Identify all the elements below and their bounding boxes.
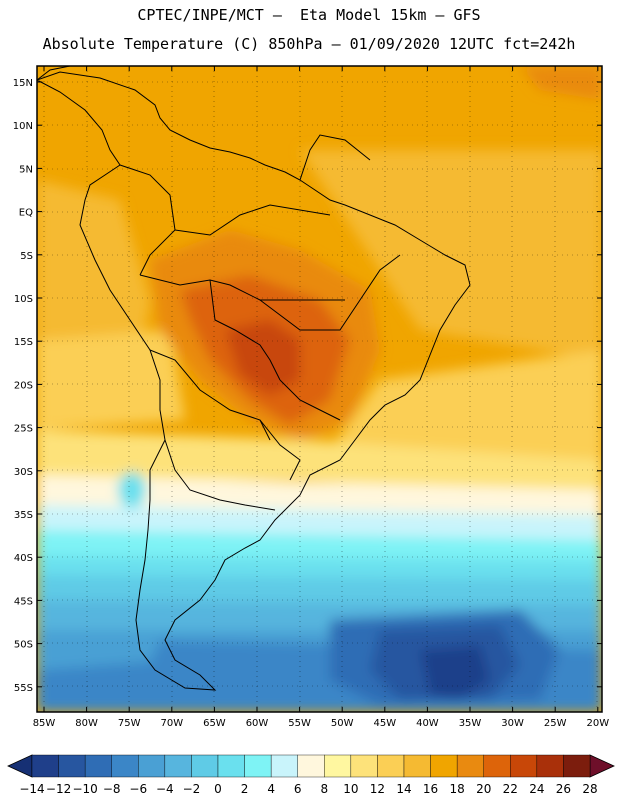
colorbar-label: 28: [582, 782, 597, 796]
lat-label: 10N: [13, 121, 33, 132]
colorbar-label: 10: [343, 782, 358, 796]
lat-label: EQ: [19, 208, 33, 219]
colorbar-swatch: [536, 754, 564, 778]
lon-label: 70W: [160, 718, 183, 729]
lon-label: 80W: [75, 718, 98, 729]
lon-label: 75W: [118, 718, 141, 729]
map-frame: [36, 65, 603, 713]
colorbar-label: 16: [423, 782, 438, 796]
colorbar-label: −10: [72, 782, 97, 796]
colorbar-swatch: [456, 754, 484, 778]
colorbar-label: −14: [19, 782, 44, 796]
colorbar-label: 14: [396, 782, 411, 796]
lat-label: 15S: [14, 337, 33, 348]
colorbar-label: 0: [214, 782, 222, 796]
colorbar: −14 −12 −10 −8 −6 −4 −2 0 2 4 6 8 10 12 14 16 18 20 22 24 26…: [7, 754, 615, 796]
colorbar-label: 4: [267, 782, 275, 796]
colorbar-label: 6: [294, 782, 302, 796]
lat-label: 45S: [14, 596, 33, 607]
lat-label: 50S: [14, 640, 33, 651]
colorbar-swatch: [403, 754, 431, 778]
lon-label: 60W: [246, 718, 269, 729]
lat-label: 5N: [19, 164, 33, 175]
colorbar-label: 18: [450, 782, 465, 796]
colorbar-swatch: [430, 754, 458, 778]
lat-label: 15N: [13, 78, 33, 89]
lon-label: 65W: [203, 718, 226, 729]
colorbar-label: −8: [103, 782, 121, 796]
map-title-line-2: Absolute Temperature (C) 850hPa – 01/09/…: [42, 35, 576, 53]
colorbar-swatch: [483, 754, 511, 778]
colorbar-swatch: [297, 754, 325, 778]
lon-label: 55W: [288, 718, 311, 729]
lat-label: 40S: [14, 553, 33, 564]
colorbar-label: −2: [183, 782, 201, 796]
colorbar-swatch: [138, 754, 166, 778]
colorbar-label: 8: [320, 782, 328, 796]
colorbar-swatch: [58, 754, 86, 778]
lon-label: 45W: [373, 718, 396, 729]
lat-label: 35S: [14, 510, 33, 521]
colorbar-swatch: [111, 754, 139, 778]
lon-label: 50W: [331, 718, 354, 729]
colorbar-swatch: [270, 754, 298, 778]
lon-label: 35W: [459, 718, 482, 729]
colorbar-label: −12: [46, 782, 71, 796]
temperature-field: [37, 66, 602, 712]
colorbar-swatch: [244, 754, 272, 778]
colorbar-swatch: [510, 754, 538, 778]
colorbar-label: −4: [156, 782, 174, 796]
colorbar-swatch: [324, 754, 352, 778]
lon-label: 85W: [33, 718, 56, 729]
colorbar-label: 24: [529, 782, 544, 796]
colorbar-swatch: [350, 754, 378, 778]
lat-label: 55S: [14, 683, 33, 694]
lat-label: 10S: [14, 294, 33, 305]
lat-label: 5S: [20, 251, 33, 262]
colorbar-label: 12: [370, 782, 385, 796]
lon-label: 40W: [416, 718, 439, 729]
colorbar-swatch: [191, 754, 219, 778]
colorbar-low-arrow: [7, 754, 33, 778]
lat-label: 25S: [14, 424, 33, 435]
lat-label: 20S: [14, 380, 33, 391]
lon-label: 20W: [586, 718, 609, 729]
lon-label: 30W: [501, 718, 524, 729]
colorbar-label: 26: [556, 782, 571, 796]
colorbar-swatch: [84, 754, 112, 778]
colorbar-swatch: [217, 754, 245, 778]
colorbar-swatch: [31, 754, 59, 778]
colorbar-label: −6: [129, 782, 147, 796]
lat-label: 30S: [14, 467, 33, 478]
colorbar-swatch: [164, 754, 192, 778]
latitude-axis: 15N 10N 5N EQ 5S 10S 15S 20S 25S 30S 35S 40S 45S 50S 5…: [13, 78, 602, 694]
colorbar-swatch: [377, 754, 405, 778]
colorbar-high-arrow: [589, 754, 615, 778]
longitude-axis: 85W 80W 75W 70W 65W 60W 55W 50W 45W 40W 35W 30W 25W 2…: [33, 66, 609, 729]
colorbar-label: 20: [476, 782, 491, 796]
colorbar-label: 22: [503, 782, 518, 796]
map-title-line-1: CPTEC/INPE/MCT – Eta Model 15km – GFS: [137, 6, 481, 24]
colorbar-label: 2: [241, 782, 249, 796]
colorbar-swatch: [563, 754, 591, 778]
lon-label: 25W: [544, 718, 567, 729]
coastline: [37, 66, 471, 691]
